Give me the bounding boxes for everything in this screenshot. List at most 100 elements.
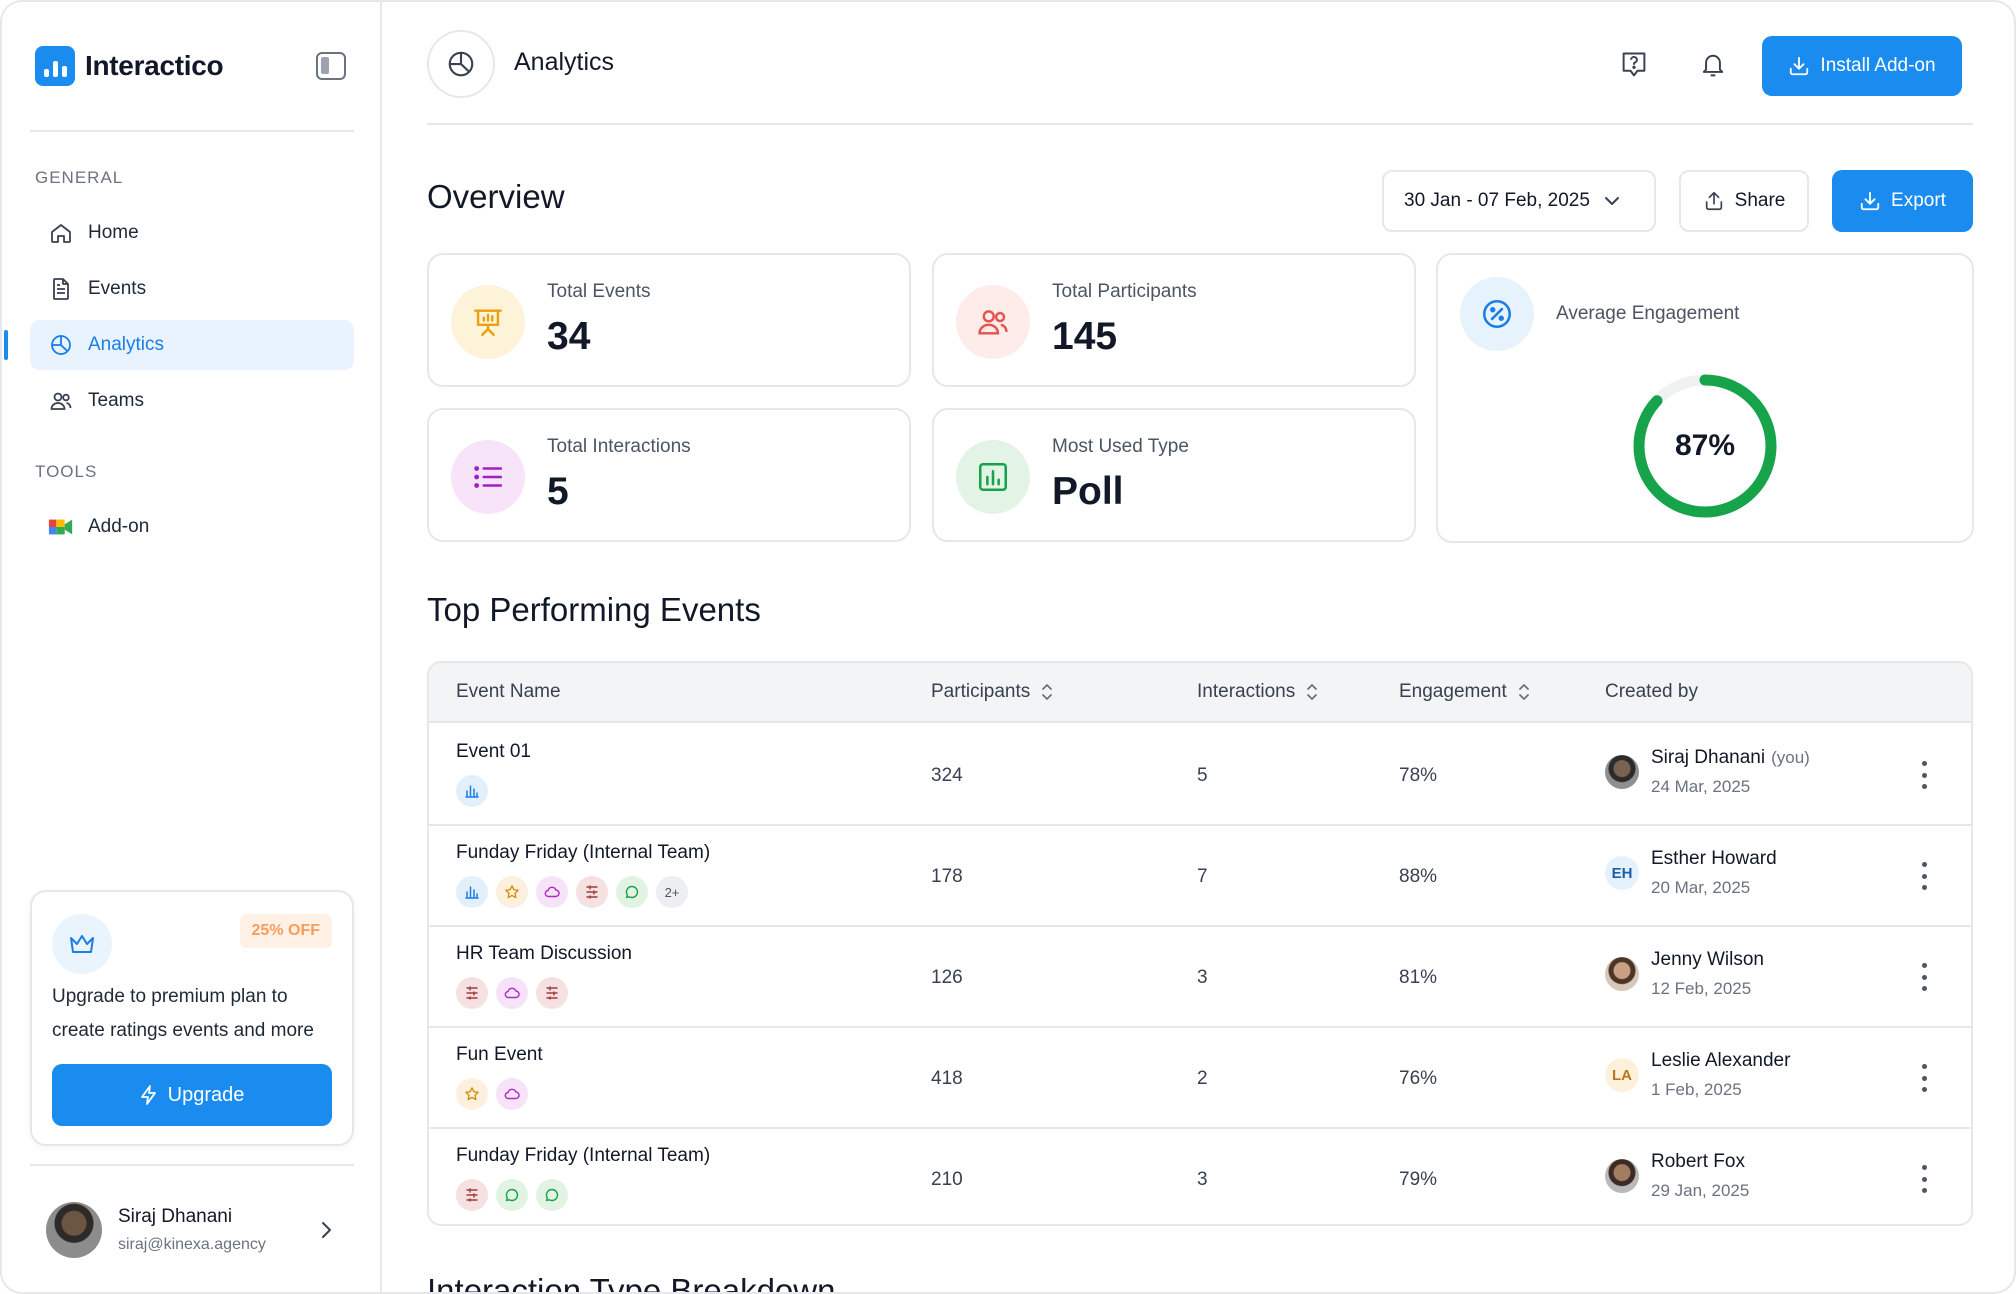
sidebar-item-label: Analytics — [88, 334, 165, 355]
sidebar-item-teams[interactable]: Teams — [30, 376, 354, 426]
column-header-created-by: Created by — [1605, 681, 1698, 703]
column-label: Participants — [931, 681, 1031, 702]
sidebar: Interactico GENERAL Home Events Analytic… — [2, 2, 382, 1292]
document-icon — [48, 276, 74, 302]
date-range-picker[interactable]: 30 Jan - 07 Feb, 2025 — [1382, 170, 1656, 232]
export-button[interactable]: Export — [1832, 170, 1973, 232]
engagement-value: 87% — [1674, 429, 1736, 462]
profile-name: Siraj Dhanani — [118, 1206, 233, 1227]
participants-cell: 178 — [931, 866, 963, 887]
active-indicator — [4, 330, 8, 360]
event-name[interactable]: Funday Friday (Internal Team) — [456, 842, 711, 863]
poll-type-icon — [456, 775, 488, 807]
more-options-icon[interactable] — [1919, 963, 1929, 991]
creator-name: Jenny Wilson — [1651, 949, 1764, 970]
qna-type-icon — [616, 876, 648, 908]
rating-type-icon — [496, 876, 528, 908]
column-label: Engagement — [1399, 681, 1507, 702]
overview-title: Overview — [427, 178, 565, 215]
engagement-ring — [1633, 374, 1777, 518]
more-options-icon[interactable] — [1919, 1165, 1929, 1193]
share-icon — [1705, 191, 1722, 211]
engagement-card: Average Engagement 87% — [1436, 253, 1974, 543]
ring-progress — [1633, 374, 1777, 518]
install-addon-label: Install Add-on — [1820, 55, 1936, 76]
upgrade-button[interactable]: Upgrade — [52, 1064, 332, 1126]
event-name[interactable]: HR Team Discussion — [456, 943, 632, 964]
column-header-engagement[interactable]: Engagement — [1399, 681, 1531, 703]
brand-logo-icon — [35, 46, 75, 86]
word-cloud-type-icon — [536, 876, 568, 908]
bell-icon[interactable] — [1699, 50, 1727, 80]
sort-icon — [1042, 684, 1053, 700]
created-date: 20 Mar, 2025 — [1651, 878, 1751, 897]
brand-name: Interactico — [85, 50, 224, 81]
more-options-icon[interactable] — [1919, 862, 1929, 890]
stat-label: Total Participants — [1052, 281, 1197, 302]
engagement-label: Average Engagement — [1556, 303, 1740, 324]
table-row[interactable]: Event 01 324 5 78% Siraj Dhanani (you) 24… — [429, 725, 1971, 826]
sidebar-item-label: Events — [88, 278, 147, 299]
avatar — [1605, 1159, 1639, 1193]
avatar — [46, 1202, 102, 1258]
lightning-icon — [140, 1085, 156, 1105]
engagement-cell: 79% — [1399, 1169, 1438, 1190]
interaction-type-tags — [456, 977, 568, 1009]
stat-value: 145 — [1052, 315, 1118, 358]
quiz-type-icon — [576, 876, 608, 908]
breakdown-title: Interaction Type Breakdown — [427, 1272, 836, 1294]
sidebar-item-events[interactable]: Events — [30, 264, 354, 314]
stat-value: 5 — [547, 470, 569, 513]
event-name[interactable]: Event 01 — [456, 741, 531, 762]
column-header-interactions[interactable]: Interactions — [1197, 681, 1319, 703]
interaction-type-tags — [456, 1179, 568, 1211]
participants-cell: 210 — [931, 1169, 963, 1190]
creator-name: Esther Howard — [1651, 848, 1777, 869]
word-cloud-type-icon — [496, 977, 528, 1009]
created-date: 12 Feb, 2025 — [1651, 979, 1752, 998]
upgrade-button-label: Upgrade — [167, 1083, 245, 1106]
percent-badge-icon — [1460, 277, 1534, 351]
list-icon — [451, 440, 525, 514]
table-row[interactable]: HR Team Discussion 126 3 81% Jenny Wilso… — [429, 927, 1971, 1028]
stat-card-total-participants: Total Participants 145 — [932, 253, 1416, 387]
column-label: Interactions — [1197, 681, 1296, 702]
table-row[interactable]: Funday Friday (Internal Team) 210 3 79% … — [429, 1129, 1971, 1224]
sidebar-item-addon[interactable]: Add-on — [30, 502, 354, 552]
stat-card-most-used-type: Most Used Type Poll — [932, 408, 1416, 542]
interaction-type-tags: 2+ — [456, 876, 688, 908]
column-header-event-name: Event Name — [456, 681, 561, 703]
top-events-table: Event Name Participants Interactions Eng… — [427, 661, 1973, 1226]
event-name[interactable]: Fun Event — [456, 1044, 543, 1065]
event-name[interactable]: Funday Friday (Internal Team) — [456, 1145, 711, 1166]
table-row[interactable]: Funday Friday (Internal Team) 2+ 178 7 8… — [429, 826, 1971, 927]
sidebar-item-home[interactable]: Home — [30, 208, 354, 258]
stat-card-total-interactions: Total Interactions 5 — [427, 408, 911, 542]
home-icon — [48, 220, 74, 246]
column-header-participants[interactable]: Participants — [931, 681, 1054, 703]
help-icon[interactable] — [1620, 50, 1648, 80]
table-row[interactable]: Fun Event 418 2 76% LA Leslie Alexander … — [429, 1028, 1971, 1129]
quiz-type-icon — [536, 977, 568, 1009]
column-label: Created by — [1605, 681, 1698, 702]
share-button[interactable]: Share — [1679, 170, 1809, 232]
more-options-icon[interactable] — [1919, 761, 1929, 789]
more-options-icon[interactable] — [1919, 1064, 1929, 1092]
download-icon — [1860, 191, 1880, 211]
interactions-cell: 3 — [1197, 1169, 1208, 1190]
install-addon-button[interactable]: Install Add-on — [1762, 36, 1962, 96]
creator-name: Robert Fox — [1651, 1151, 1745, 1172]
section-label-general: GENERAL — [35, 168, 124, 187]
creator: LA Leslie Alexander 1 Feb, 2025 — [1605, 1050, 1796, 1100]
column-label: Event Name — [456, 681, 561, 702]
user-profile[interactable]: Siraj Dhanani siraj@kinexa.agency — [46, 1200, 336, 1260]
poll-type-icon — [456, 876, 488, 908]
sort-icon — [1518, 684, 1529, 700]
sidebar-collapse-icon[interactable] — [316, 52, 346, 80]
sidebar-item-analytics[interactable]: Analytics — [30, 320, 354, 370]
sidebar-item-label: Home — [88, 222, 139, 243]
divider — [30, 1164, 354, 1166]
export-label: Export — [1891, 190, 1946, 211]
brand[interactable]: Interactico — [35, 46, 224, 86]
